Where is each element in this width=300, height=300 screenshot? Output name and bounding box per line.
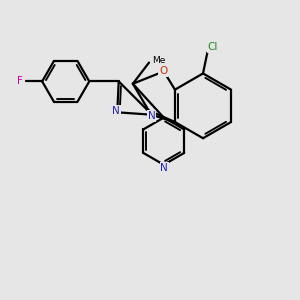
Text: O: O — [159, 66, 167, 76]
Text: N: N — [112, 106, 120, 116]
Text: F: F — [16, 76, 22, 86]
Text: N: N — [148, 111, 155, 121]
Text: N: N — [160, 163, 168, 173]
Text: Me: Me — [152, 56, 165, 65]
Text: Cl: Cl — [208, 42, 218, 52]
